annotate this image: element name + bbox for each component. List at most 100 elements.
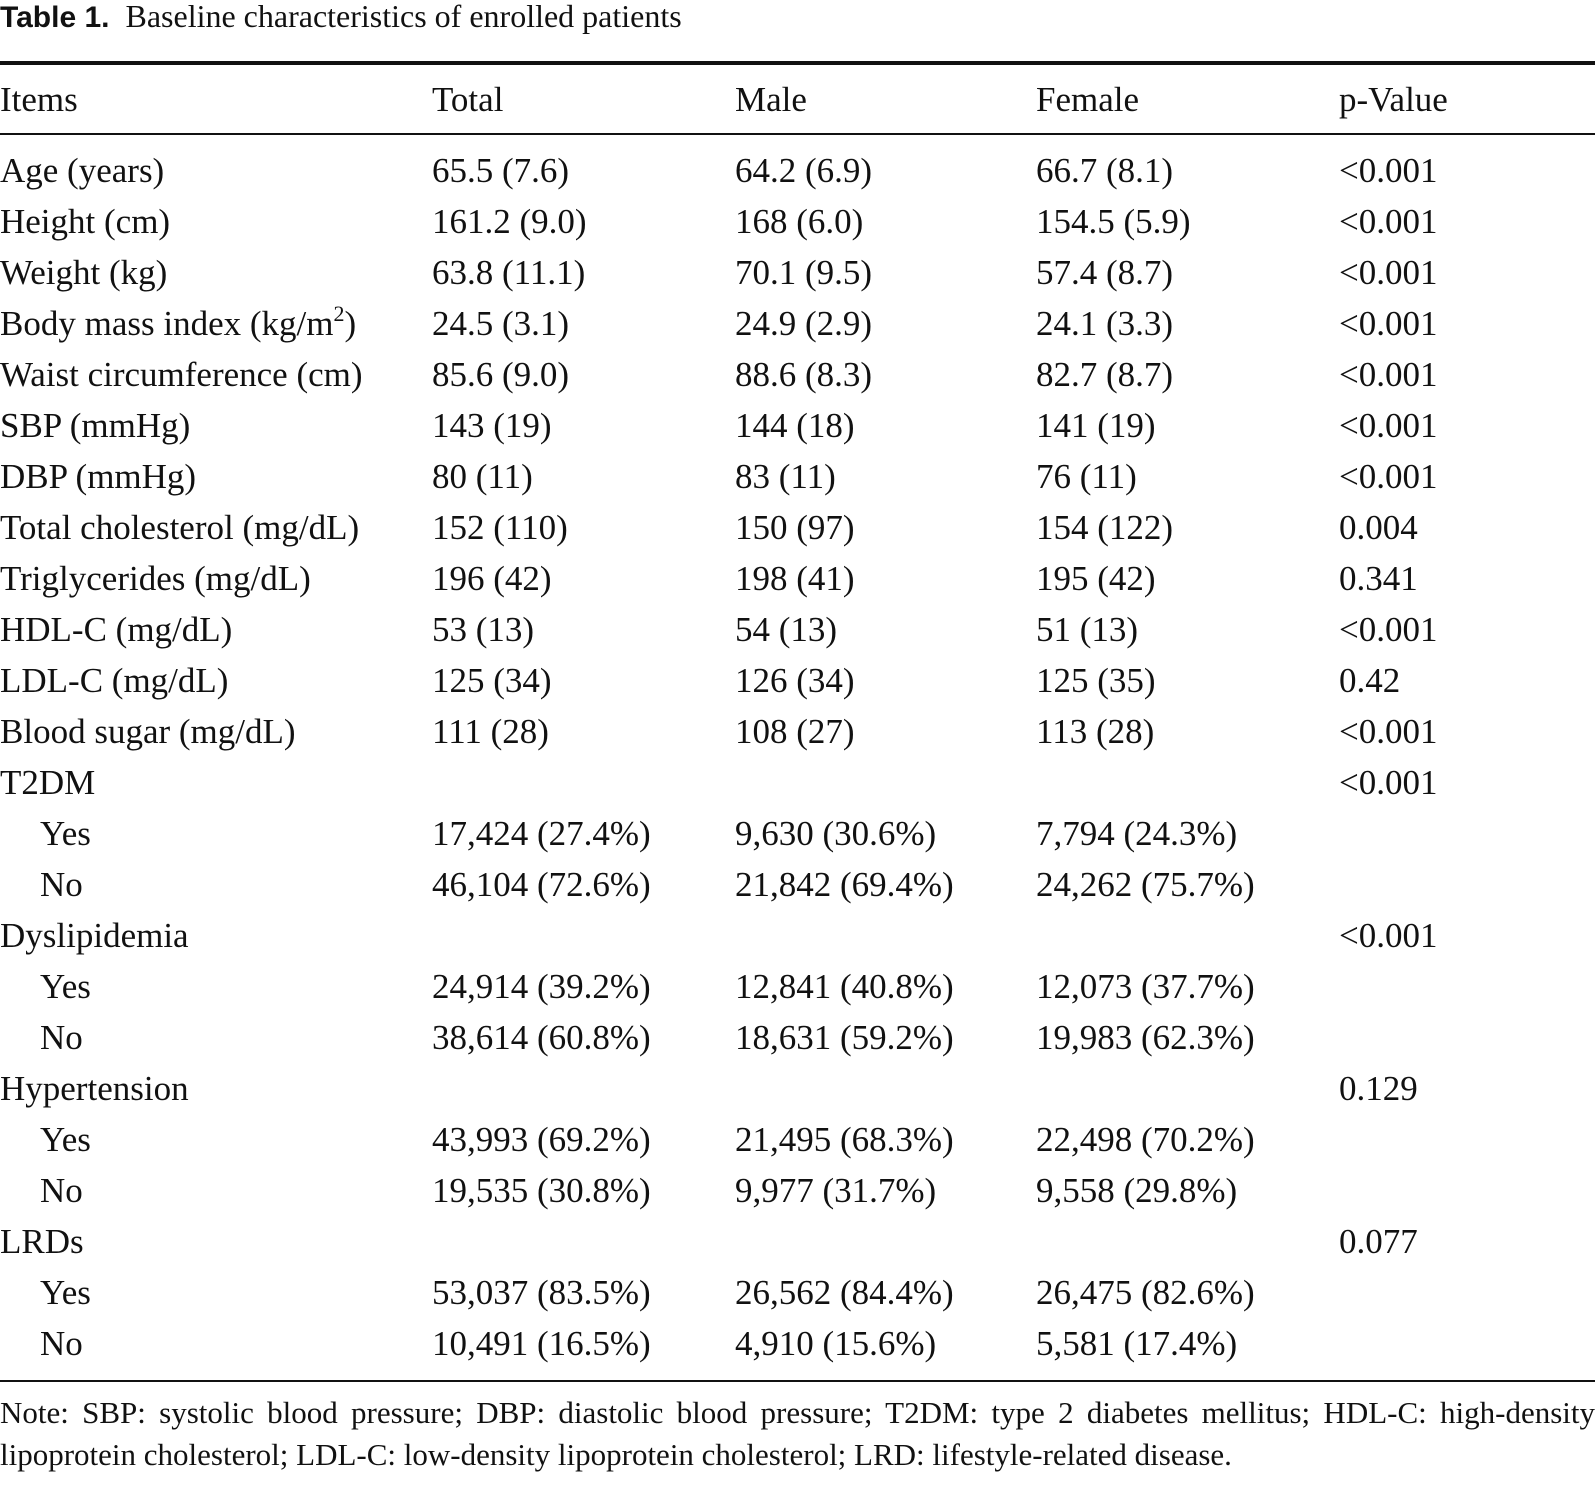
female-cell: 113 (28) [1036,712,1155,751]
male-cell: 126 (34) [735,661,855,700]
item-cell: Age (years) [0,151,165,190]
p-value-cell: 0.004 [1339,508,1418,547]
male-cell: 4,910 (15.6%) [735,1324,937,1363]
total-cell: 53 (13) [432,610,535,649]
male-cell: 150 (97) [735,508,855,547]
female-cell: 19,983 (62.3%) [1036,1018,1255,1057]
table-row: No 46,104 (72.6%) 21,842 (69.4%) 24,262 (75… [0,859,1595,910]
female-cell: 9,558 (29.8%) [1036,1171,1238,1210]
p-value-cell: <0.001 [1339,457,1438,496]
item-cell: Body mass index (kg/m2) [0,298,356,349]
table-title: Baseline characteristics of enrolled pat… [125,0,682,34]
item-cell: No [40,1018,83,1057]
table-row: Hypertension 0.129 [0,1063,1595,1114]
p-value-cell: 0.129 [1339,1069,1418,1108]
p-value-cell: <0.001 [1339,253,1438,292]
female-cell: 57.4 (8.7) [1036,253,1174,292]
total-cell: 196 (42) [432,559,552,598]
column-header-p-value: p-Value [1339,80,1448,119]
table-row: No 10,491 (16.5%) 4,910 (15.6%) 5,581 (17.4… [0,1318,1595,1369]
p-value-cell: <0.001 [1339,304,1438,343]
female-cell: 125 (35) [1036,661,1156,700]
female-cell: 26,475 (82.6%) [1036,1273,1255,1312]
male-cell: 70.1 (9.5) [735,253,873,292]
item-cell: Weight (kg) [0,253,168,292]
table-row: Total cholesterol (mg/dL) 152 (110) 150 (9… [0,502,1595,553]
column-header-female: Female [1036,80,1140,119]
table-row: SBP (mmHg) 143 (19) 144 (18) 141 (19) <0.001 [0,400,1595,451]
male-cell: 18,631 (59.2%) [735,1018,954,1057]
total-cell: 63.8 (11.1) [432,253,586,292]
p-value-cell: 0.42 [1339,661,1401,700]
item-cell: Total cholesterol (mg/dL) [0,508,360,547]
item-cell: T2DM [0,763,96,802]
female-cell: 154.5 (5.9) [1036,202,1191,241]
female-cell: 7,794 (24.3%) [1036,814,1238,853]
total-cell: 111 (28) [432,712,549,751]
item-cell: Yes [40,967,91,1006]
male-cell: 26,562 (84.4%) [735,1273,954,1312]
item-cell: Height (cm) [0,202,171,241]
male-cell: 83 (11) [735,457,836,496]
item-cell: No [40,1171,83,1210]
table-row: Weight (kg) 63.8 (11.1) 70.1 (9.5) 57.4 (8.… [0,247,1595,298]
male-cell: 9,977 (31.7%) [735,1171,937,1210]
item-cell: DBP (mmHg) [0,457,197,496]
p-value-cell: <0.001 [1339,712,1438,751]
column-header-male: Male [735,80,807,119]
male-cell: 108 (27) [735,712,855,751]
column-header-total: Total [432,80,504,119]
item-cell: Hypertension [0,1069,189,1108]
table-row: Dyslipidemia <0.001 [0,910,1595,961]
female-cell: 154 (122) [1036,508,1174,547]
male-cell: 21,495 (68.3%) [735,1120,954,1159]
item-superscript: 2 [333,301,345,326]
total-cell: 80 (11) [432,457,533,496]
p-value-cell: <0.001 [1339,763,1438,802]
total-cell: 43,993 (69.2%) [432,1120,651,1159]
male-cell: 198 (41) [735,559,855,598]
item-cell: Triglycerides (mg/dL) [0,559,311,598]
male-cell: 168 (6.0) [735,202,864,241]
p-value-cell: <0.001 [1339,610,1438,649]
total-cell: 10,491 (16.5%) [432,1324,651,1363]
table-row: Yes 24,914 (39.2%) 12,841 (40.8%) 12,073 (3… [0,961,1595,1012]
item-cell: Blood sugar (mg/dL) [0,712,296,751]
item-cell: No [40,865,83,904]
female-cell: 24.1 (3.3) [1036,304,1174,343]
total-cell: 161.2 (9.0) [432,202,587,241]
table-row: T2DM <0.001 [0,757,1595,808]
female-cell: 76 (11) [1036,457,1137,496]
male-cell: 64.2 (6.9) [735,151,873,190]
table-row: Yes 53,037 (83.5%) 26,562 (84.4%) 26,475 (8… [0,1267,1595,1318]
item-cell: HDL-C (mg/dL) [0,610,233,649]
female-cell: 141 (19) [1036,406,1156,445]
male-cell: 9,630 (30.6%) [735,814,937,853]
male-cell: 24.9 (2.9) [735,304,873,343]
item-suffix: ) [344,304,357,343]
item-cell: LRDs [0,1222,84,1261]
male-cell: 144 (18) [735,406,855,445]
p-value-cell: <0.001 [1339,916,1438,955]
female-cell: 82.7 (8.7) [1036,355,1174,394]
p-value-cell: <0.001 [1339,151,1438,190]
column-header-items: Items [0,80,78,119]
female-cell: 51 (13) [1036,610,1139,649]
female-cell: 24,262 (75.7%) [1036,865,1255,904]
female-cell: 66.7 (8.1) [1036,151,1174,190]
table-row: Blood sugar (mg/dL) 111 (28) 108 (27) 113 (… [0,706,1595,757]
table-row: Body mass index (kg/m2) 24.5 (3.1) 24.9 (2… [0,298,1595,349]
header-rule [0,133,1595,135]
p-value-cell: 0.341 [1339,559,1418,598]
table-row: No 38,614 (60.8%) 18,631 (59.2%) 19,983 (62… [0,1012,1595,1063]
female-cell: 12,073 (37.7%) [1036,967,1255,1006]
table-row: DBP (mmHg) 80 (11) 83 (11) 76 (11) <0.001 [0,451,1595,502]
total-cell: 46,104 (72.6%) [432,865,651,904]
table-row: Waist circumference (cm) 85.6 (9.0) 88.6 (… [0,349,1595,400]
table-row: Age (years) 65.5 (7.6) 64.2 (6.9) 66.7 (8.1… [0,145,1595,196]
total-cell: 53,037 (83.5%) [432,1273,651,1312]
total-cell: 24,914 (39.2%) [432,967,651,1006]
total-cell: 125 (34) [432,661,552,700]
item-cell: SBP (mmHg) [0,406,191,445]
female-cell: 195 (42) [1036,559,1156,598]
